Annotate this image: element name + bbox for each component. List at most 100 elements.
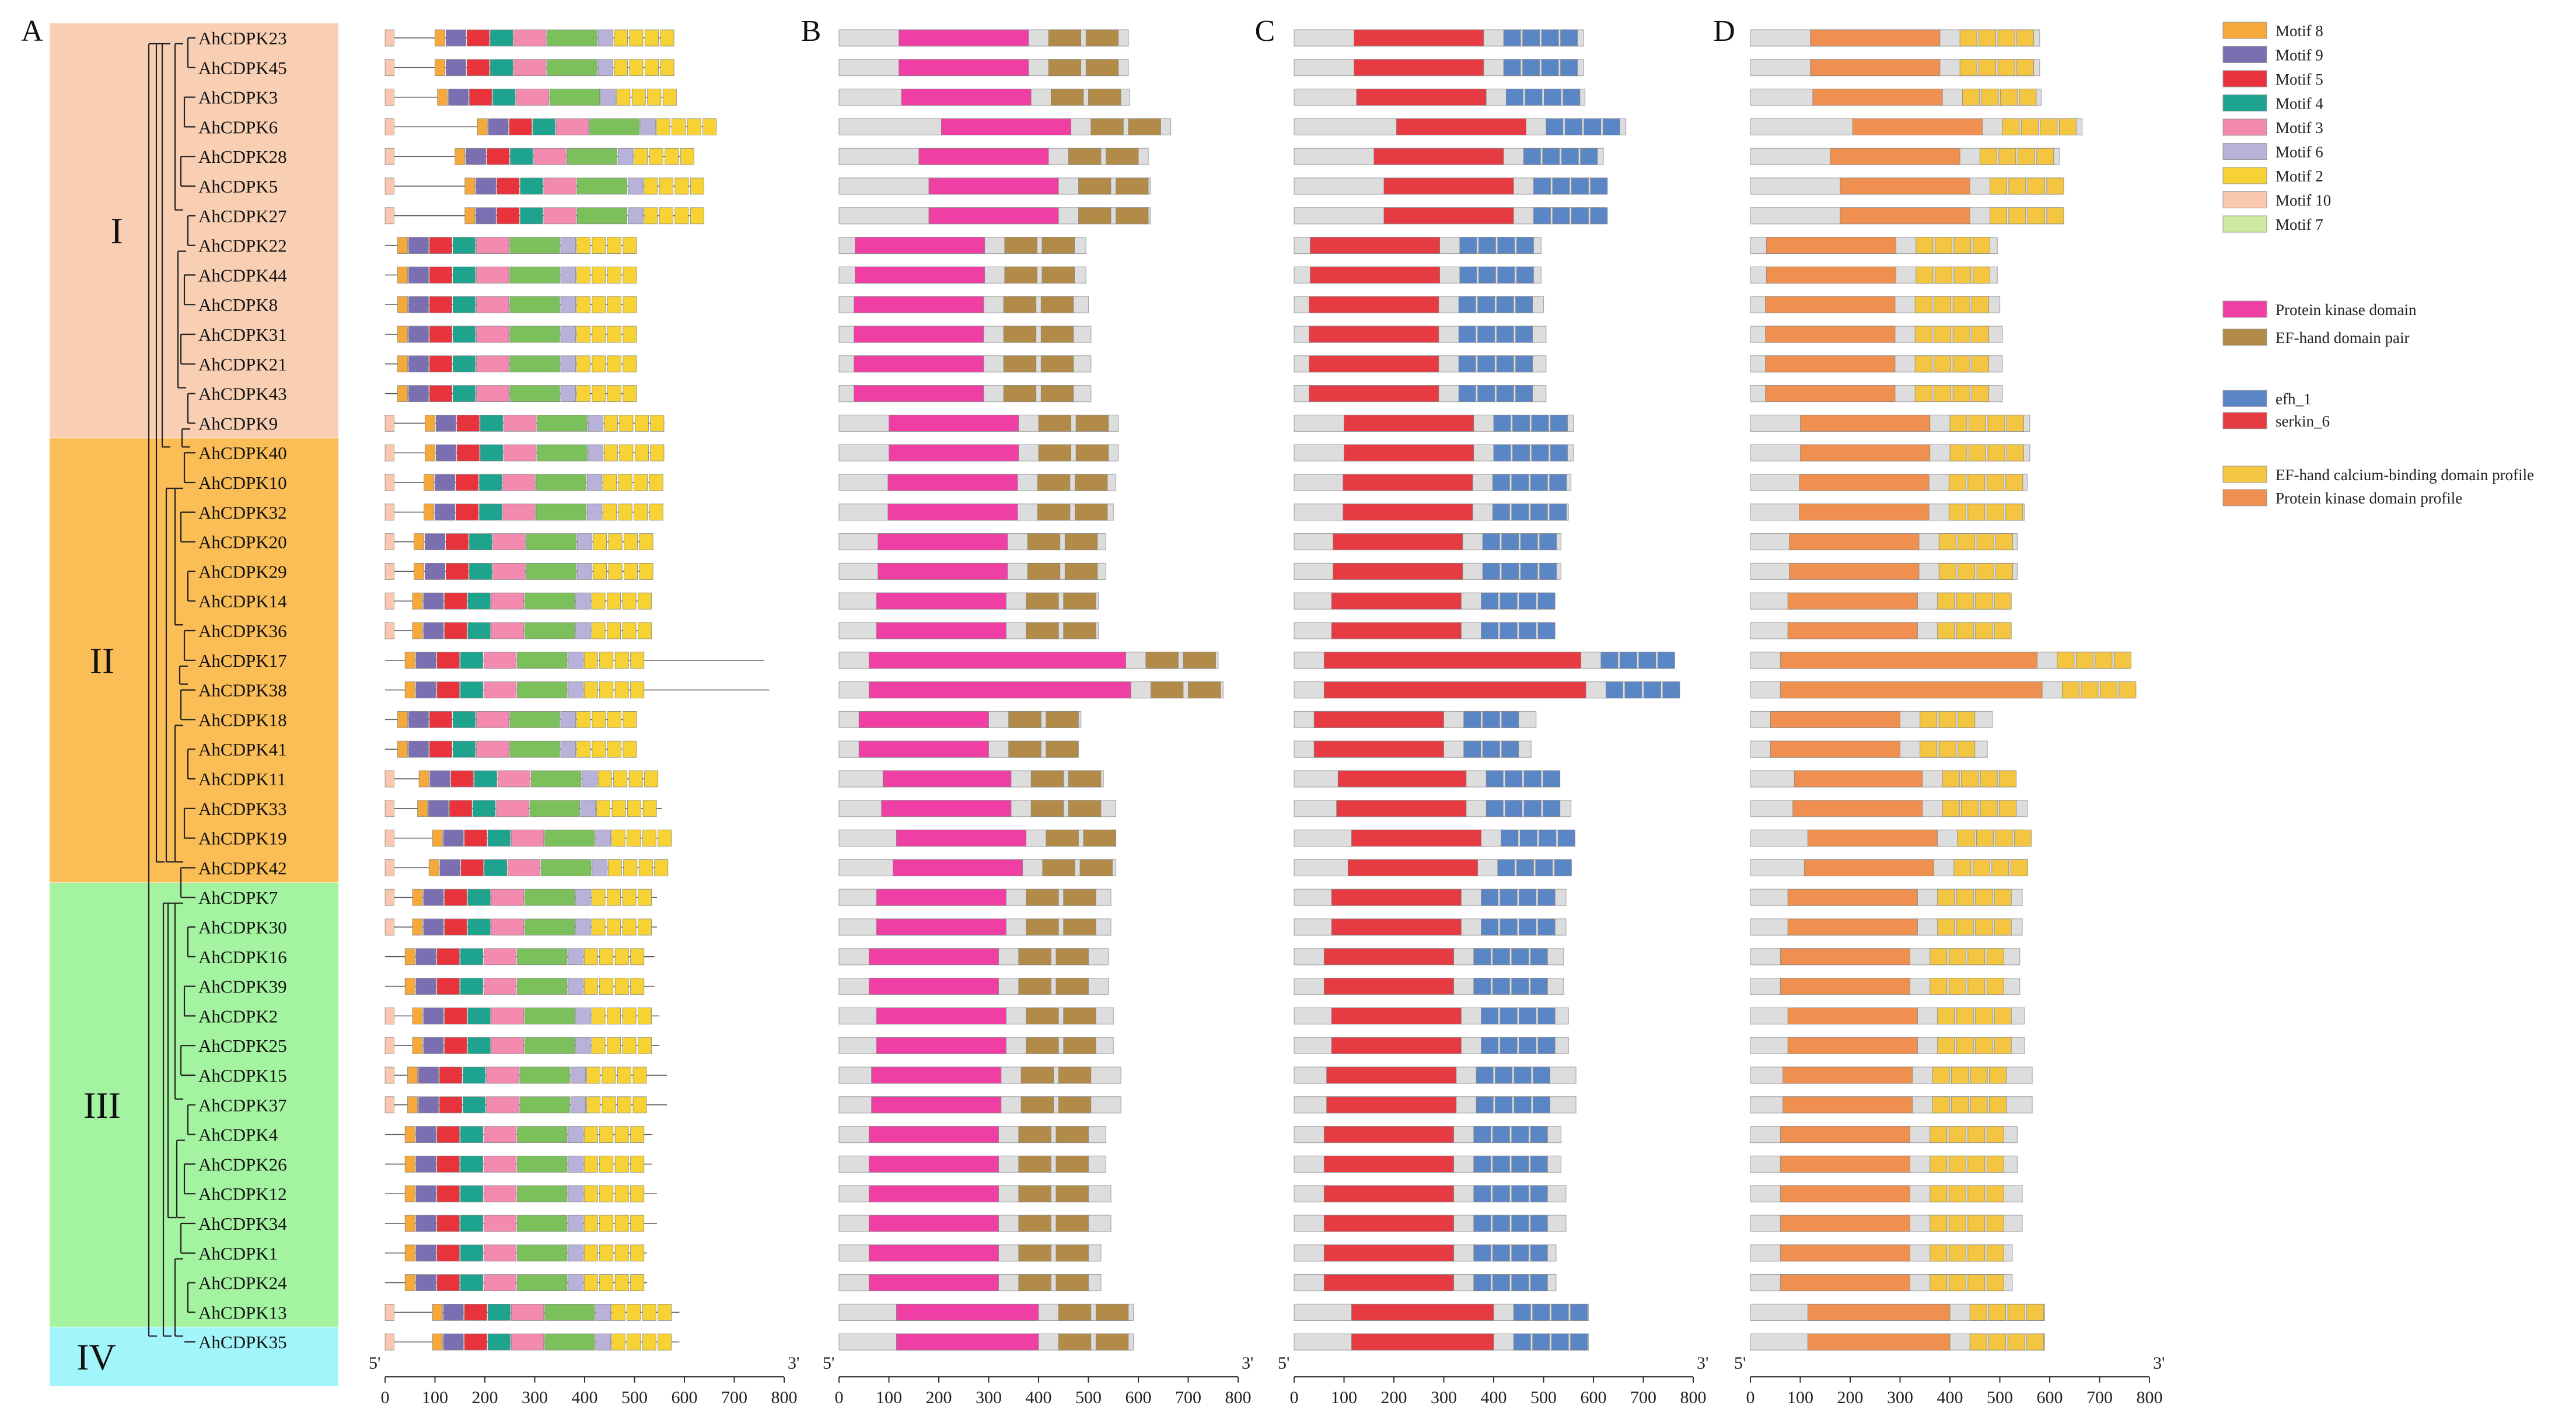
motif-block (525, 918, 575, 936)
motif-2-block (629, 59, 644, 76)
motif-10-block (385, 563, 394, 580)
ef-hand-calcium-binding-profile (1952, 355, 1970, 373)
motif-block (568, 652, 583, 669)
motif-2-block (630, 1126, 645, 1143)
ef-hand-calcium-binding-profile (2046, 177, 2064, 195)
motif-block (567, 148, 617, 165)
motif-2-block (593, 533, 607, 550)
serkin-6-domain (1356, 89, 1487, 106)
efh-1-domain (1554, 859, 1572, 876)
motif-block (452, 740, 476, 758)
ef-hand-calcium-binding-profile (2007, 1333, 2025, 1351)
ef-hand-calcium-binding-profile (1948, 1244, 1966, 1262)
serkin-6-domain (1313, 711, 1444, 728)
panel-c-domains (1294, 29, 1680, 1351)
efh-1-domain (1514, 1096, 1532, 1114)
ef-hand-calcium-binding-profile (1938, 740, 1956, 758)
motif-block (412, 1037, 423, 1054)
ef-hand-calcium-binding-profile (1956, 592, 1974, 610)
ef-hand-calcium-binding-profile (1975, 622, 1993, 639)
motif-2-block (630, 652, 645, 669)
efh-1-domain (1590, 177, 1608, 195)
ef-hand-domain-pair (1018, 1274, 1051, 1292)
motif-2-block (616, 89, 631, 106)
motif-block (450, 770, 474, 788)
motif-block (568, 1185, 583, 1202)
motif-block (412, 592, 423, 610)
efh-1-domain (1643, 681, 1661, 698)
ef-hand-calcium-binding-profile (1932, 1066, 1950, 1084)
motif-2-block (690, 207, 704, 225)
motif-block (517, 1215, 568, 1232)
ef-hand-domain-pair (1075, 444, 1109, 461)
efh-1-domain (1511, 948, 1529, 966)
motif-2-block (627, 1333, 641, 1351)
serkin-6-domain (1373, 148, 1504, 165)
motif-2-block (634, 503, 648, 521)
efh-1-domain (1482, 563, 1500, 580)
group-label: III (83, 1085, 121, 1126)
efh-1-domain (1638, 652, 1656, 669)
ef-hand-calcium-binding-profile (2026, 1333, 2044, 1351)
protein-kinase-domain-profile (1787, 1008, 1918, 1024)
motif-block (436, 1156, 460, 1173)
motif-block (397, 266, 408, 284)
protein-kinase-domain (854, 326, 984, 343)
gene-label: AhCDPK12 (198, 1184, 287, 1204)
motif-2-block (599, 1126, 614, 1143)
serkin-6-domain (1351, 830, 1482, 847)
motif-block (415, 1156, 436, 1173)
protein-kinase-domain (858, 740, 989, 758)
motif-2-block (576, 237, 590, 254)
ef-hand-calcium-binding-profile (1930, 1126, 1948, 1143)
axis-tick-label: 300 (522, 1388, 548, 1407)
serkin-6-domain (1309, 266, 1441, 284)
ef-hand-domain-pair (1003, 385, 1037, 402)
ef-hand-calcium-binding-profile (2007, 1303, 2025, 1321)
ef-hand-domain-pair (1041, 266, 1075, 284)
ef-hand-domain-pair (1018, 1215, 1051, 1232)
protein-kinase-domain (941, 118, 1071, 135)
gene-label: AhCDPK35 (198, 1332, 287, 1352)
efh-1-domain (1477, 355, 1495, 373)
protein-kinase-domain-profile (1780, 948, 1911, 966)
efh-1-domain (1571, 177, 1589, 195)
efh-1-domain (1463, 711, 1481, 728)
motif-10-block (385, 1066, 394, 1084)
motif-2-block (583, 1185, 598, 1202)
motif-block (568, 948, 583, 966)
panel-label: D (1713, 15, 1735, 48)
motif-2-block (614, 652, 629, 669)
ef-hand-domain-pair (1026, 889, 1059, 906)
motif-block (462, 1066, 486, 1084)
ef-hand-calcium-binding-profile (1949, 444, 1967, 461)
protein-kinase-domain (889, 444, 1019, 461)
motif-block (466, 29, 490, 47)
ef-hand-calcium-binding-profile (2017, 148, 2035, 165)
motif-block (429, 355, 452, 373)
ef-hand-calcium-binding-profile (1994, 889, 2012, 906)
gene-label-list: AhCDPK23 AhCDPK45 AhCDPK3 AhCDPK6 AhCDPK28 Ah… (198, 28, 287, 1352)
motif-2-block (607, 918, 621, 936)
ef-hand-domain-pair (1064, 533, 1098, 550)
efh-1-domain (1551, 1303, 1569, 1321)
ef-hand-calcium-binding-profile (1994, 1037, 2012, 1054)
ef-hand-domain-pair (1046, 711, 1079, 728)
motif-block (595, 1303, 611, 1321)
efh-1-domain (1530, 1274, 1548, 1292)
motif-2-block (607, 237, 621, 254)
motif-block (423, 1008, 444, 1024)
efh-1-domain (1512, 415, 1530, 432)
efh-1-domain (1501, 533, 1519, 550)
efh-1-domain (1519, 1008, 1537, 1024)
gene-label: AhCDPK11 (198, 769, 286, 789)
motif-2-block (592, 326, 606, 343)
motif-block (429, 770, 450, 788)
efh-1-domain (1481, 889, 1499, 906)
protein-kinase-domain (868, 948, 999, 966)
motif-block (476, 385, 509, 402)
motif-block (492, 563, 526, 580)
axis-start-label: 5' (369, 1353, 380, 1373)
ef-hand-calcium-binding-profile (1937, 1037, 1955, 1054)
ef-hand-calcium-binding-profile (1979, 148, 1997, 165)
